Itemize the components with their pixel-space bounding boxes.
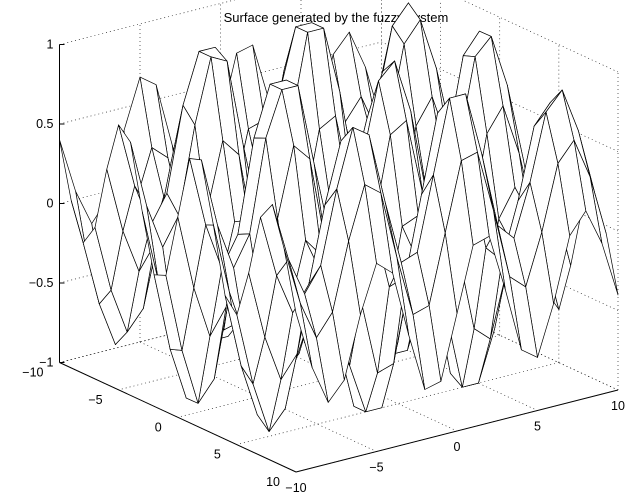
grid-line (118, 307, 441, 391)
x-axis (59, 362, 297, 473)
z-tick-label: 0.5 (36, 117, 53, 131)
z-tick-label: −1 (39, 356, 53, 370)
y-tick-label: 5 (534, 420, 541, 434)
x-tick-label: 10 (266, 475, 280, 489)
grid-line (177, 334, 500, 418)
chart-title: Surface generated by the fuzzy system (224, 10, 449, 25)
surface-mesh (59, 2, 619, 432)
y-tick-label: 10 (611, 399, 625, 413)
grid-line (59, 41, 619, 152)
grid-line (59, 280, 382, 363)
z-tick-label: −0.5 (29, 276, 54, 290)
grid-line (236, 362, 559, 445)
y-tick-label: 0 (454, 440, 461, 454)
z-tick-label: 0 (47, 197, 54, 211)
surface-face (283, 248, 313, 368)
x-tick-label: 5 (214, 448, 221, 462)
tick-labels: −1 −0.5 0 0.5 1 −10 −5 0 5 10 −10 −5 0 5 10 (22, 38, 625, 494)
y-tick-label: −10 (285, 481, 306, 494)
y-axis (295, 389, 619, 473)
z-tick-label: 1 (47, 38, 54, 52)
x-tick-label: −5 (88, 393, 102, 407)
x-tick-label: 0 (155, 420, 162, 434)
x-tick-label: −10 (22, 366, 43, 380)
surface-face (59, 139, 88, 258)
surface-face (589, 176, 619, 296)
y-tick-label: −5 (369, 461, 383, 475)
